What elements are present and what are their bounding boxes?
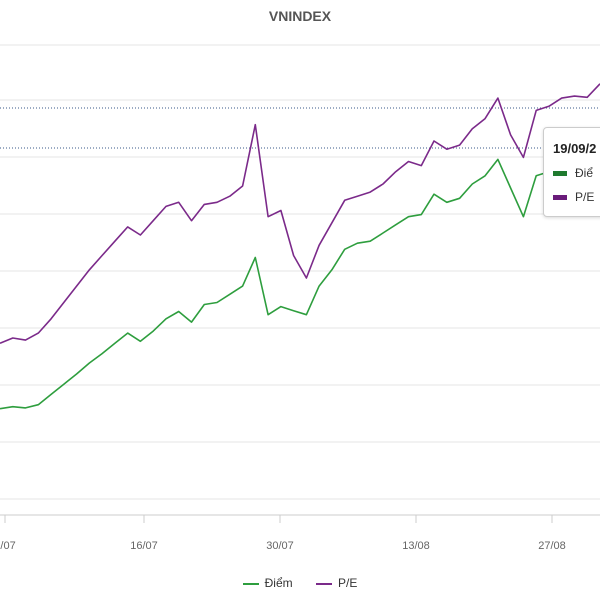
- tooltip-swatch-diem: [553, 171, 567, 177]
- tooltip-swatch-pe: [553, 195, 567, 201]
- legend-swatch-pe: [316, 582, 332, 585]
- legend-swatch-diem: [242, 582, 259, 585]
- tooltip-date: 19/09/2: [553, 141, 597, 156]
- series-line-diem: [0, 158, 600, 410]
- x-tick-label-4: 27/08: [538, 540, 566, 552]
- x-tick-label-1: 16/07: [130, 540, 158, 552]
- legend-item-pe[interactable]: P/E: [316, 576, 357, 590]
- x-axis: 2/07 16/07 30/07 13/08 27/08: [0, 514, 600, 552]
- x-tick-label-0: 2/07: [0, 540, 16, 552]
- tooltip-label-diem: Điể: [575, 166, 594, 180]
- chart-tooltip: 19/09/2 Điể P/E: [543, 127, 600, 217]
- legend-label-diem: Điểm: [264, 576, 293, 590]
- tooltip-crosshair: [0, 107, 600, 149]
- tooltip-label-pe: P/E: [575, 190, 595, 204]
- chart-grid: [0, 44, 600, 500]
- chart-legend: Điểm P/E: [0, 576, 600, 590]
- chart-series: [0, 83, 600, 410]
- x-tick-label-3: 13/08: [402, 540, 430, 552]
- tooltip-row-diem: Điể: [553, 166, 593, 180]
- x-tick-label-2: 30/07: [266, 540, 294, 552]
- legend-item-diem[interactable]: Điểm: [242, 576, 293, 590]
- legend-label-pe: P/E: [338, 576, 358, 590]
- tooltip-row-pe: P/E: [553, 190, 594, 204]
- chart-title: VNINDEX: [268, 8, 332, 24]
- series-line-pe: [0, 83, 600, 345]
